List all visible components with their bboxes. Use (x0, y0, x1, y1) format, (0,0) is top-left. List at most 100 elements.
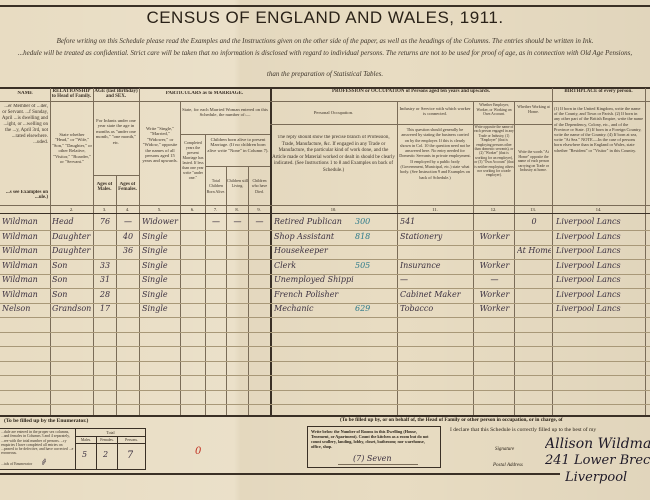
cell-rel: Daughter (52, 246, 91, 255)
col-line (96, 436, 97, 469)
col-number: 5. (157, 207, 162, 212)
cell-dead: — (255, 217, 264, 226)
cell-name: Wildman (2, 231, 38, 241)
rooms-line (338, 464, 418, 465)
header-total-born: Total Children Born Alive. (206, 178, 226, 194)
col-number: 8. (235, 207, 239, 212)
instruction-line-2: ...hedule will be treated as confidentia… (17, 49, 633, 57)
enumerator-heading: (To be filled up by the Enumerator.) (4, 418, 89, 424)
cell-rel: Daughter (52, 231, 91, 241)
row-line (0, 302, 650, 304)
header-married-women: State, for each Married Woman entered on… (182, 107, 268, 118)
males-label: Males. (80, 438, 92, 442)
col-line (180, 102, 181, 415)
cell-industry: Tobacco (400, 304, 434, 313)
colnum-bottom-rule (0, 213, 650, 215)
cell-employer: Worker (479, 260, 510, 270)
declaration: I declare that this Schedule is correctl… (450, 427, 597, 433)
cell-female: 36 (122, 246, 134, 255)
cell-code: 505 (355, 260, 371, 270)
col-line (139, 88, 140, 415)
header-years-married: Completed years the present Marriage has… (182, 140, 204, 180)
cell-marital: Single (142, 275, 168, 284)
enumerator-box: ...dule are entered in the proper sex co… (0, 428, 146, 470)
instruction-line-1: Before writing on this Schedule please r… (56, 37, 594, 45)
col-line (270, 88, 272, 415)
cell-male: 28 (99, 289, 111, 299)
cell-employer: — (490, 275, 499, 284)
header-age-desc: For Infants under one year state the age… (95, 118, 137, 145)
divider (76, 443, 145, 444)
header-relationship-desc: State whether "Head," or "Wife," "Son," … (52, 132, 92, 165)
cell-occ: Housekeeper (274, 246, 328, 255)
cell-rel: Head (52, 217, 74, 226)
instruction-line-3: than the preparation of Statistical Tabl… (266, 70, 384, 78)
col-line (514, 102, 515, 415)
persons-count: 7 (127, 450, 134, 461)
cell-marital: Single (142, 289, 168, 299)
cell-birth: Liverpool Lancs (556, 275, 621, 284)
divider (76, 436, 145, 437)
row-line (0, 389, 650, 391)
signature: Allison Wildman (545, 436, 650, 452)
col-line (473, 102, 474, 415)
rooms-instructions: Write below the Number of Rooms in this … (311, 429, 429, 449)
cell-birth: Liverpool Lancs (556, 217, 621, 226)
row-line (0, 346, 650, 347)
cell-male: 17 (99, 304, 111, 313)
cell-rel: Son (52, 289, 68, 299)
cell-marital: Single (142, 231, 168, 241)
rooms-count: (7) Seven (353, 454, 392, 463)
cell-occ: Clerk (274, 260, 297, 270)
header-occupation-group: PROFESSION or OCCUPATION of Persons aged… (331, 89, 491, 94)
children-sub-rule (205, 166, 270, 167)
enumerator-text: ...dule are entered in the proper sex co… (1, 430, 74, 456)
cell-name: Wildman (2, 246, 38, 255)
cell-industry: — (400, 275, 408, 284)
cell-occ: Mechanic (274, 304, 314, 313)
top-rule (0, 5, 650, 7)
cell-birth: Liverpool Lancs (556, 289, 621, 299)
cell-male: 31 (99, 275, 111, 284)
colnum-top-rule (0, 205, 650, 206)
cell-home: 0 (531, 217, 537, 226)
cell-rel: Son (52, 260, 68, 270)
header-died: Children who have Died. (251, 178, 268, 194)
cell-industry: Cabinet Maker (400, 289, 461, 299)
row-line (0, 230, 650, 231)
cell-industry: 541 (400, 217, 416, 226)
cell-name: Wildman (2, 260, 38, 270)
header-at-home-desc: Write the words "At Home" opposite the n… (517, 150, 550, 173)
col-line (552, 88, 553, 415)
cell-code: 300 (355, 217, 371, 226)
col-line (93, 88, 94, 415)
cell-marital: Single (142, 246, 168, 255)
cell-employer: Worker (479, 231, 510, 241)
header-age: AGE (last Birthday) and SEX. (94, 89, 138, 100)
col-line (117, 436, 118, 469)
cell-birth: Liverpool Lancs (556, 260, 621, 270)
cell-marital: Widower (142, 217, 178, 226)
row-line (0, 317, 650, 318)
col-number: 11. (432, 207, 438, 212)
header-birthplace-desc: (1) If born in the United Kingdom, write… (554, 106, 644, 153)
header-employer: Whether Employer, Worker, or Working on … (476, 103, 512, 116)
header-employer-desc: Write opposite the name of each person e… (474, 125, 514, 178)
enumerator-initials: ⁄⁄⁄ (42, 458, 47, 467)
row-line (0, 375, 650, 376)
header-sub-rule (0, 101, 650, 102)
col-number: 10. (330, 207, 337, 212)
cell-occ: Shop Assistant (274, 231, 335, 241)
bottom-rule (0, 473, 560, 475)
cell-female: 40 (122, 231, 134, 241)
red-mark: 0 (195, 446, 202, 457)
cell-name: Wildman (2, 289, 38, 299)
cell-marital: Single (142, 260, 168, 270)
row-line (0, 331, 650, 333)
row-line (0, 259, 650, 260)
cell-marital: Single (142, 304, 168, 313)
signature-label: Signature (495, 447, 515, 452)
page-title: CENSUS OF ENGLAND AND WALES, 1911. (146, 8, 504, 27)
cell-code: 818 (355, 231, 371, 241)
